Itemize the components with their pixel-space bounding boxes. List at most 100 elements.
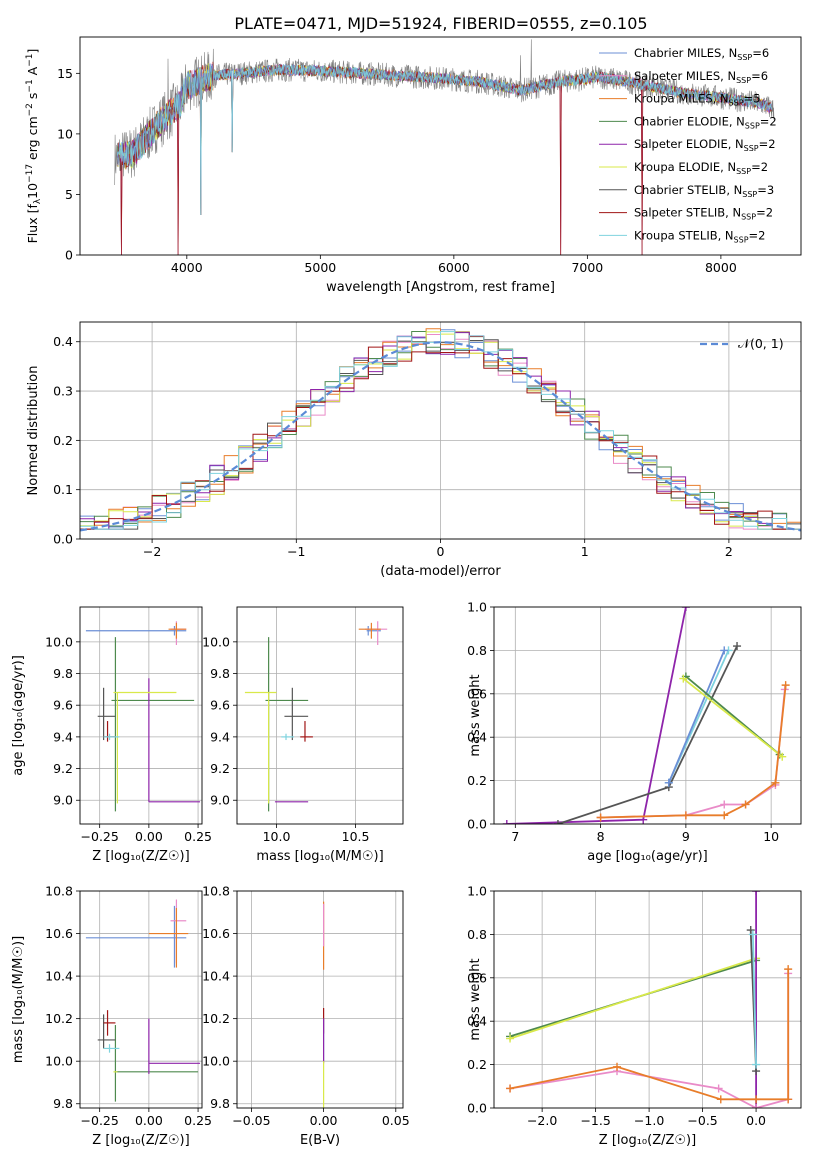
y-tick-label: 10.8	[45, 884, 73, 899]
figure-title: PLATE=0471, MJD=51924, FIBERID=0555, z=0…	[234, 14, 647, 33]
x-tick-label: 5000	[304, 260, 336, 275]
mass-vs-extinction-panel: −0.05 0.00 0.05 9.8 10.0 10.2 10.4 10.6 10.8 E(B-…	[202, 884, 410, 1149]
axes-frame	[236, 890, 404, 1109]
weight-marker	[506, 1084, 515, 1093]
legend-value: =6	[751, 69, 768, 83]
y-tick-label: 9.0	[210, 793, 230, 808]
y-tick-label: 10.6	[45, 926, 73, 941]
series-kroupa-elodie	[679, 674, 787, 761]
y-tick-label: 0.1	[53, 482, 73, 497]
legend-text: Salpeter STELIB, N	[634, 206, 741, 220]
legend-subscript: SSP	[741, 213, 756, 222]
y-tick-label: 15	[57, 66, 73, 81]
series-kroupa-miles	[596, 681, 790, 822]
x-tick-label: 4000	[171, 260, 203, 275]
y-tick-label: 0.6	[467, 686, 487, 701]
weight-marker	[553, 820, 562, 824]
legend-text: Kroupa MILES, N	[634, 92, 729, 106]
y-tick-label: 0.3	[53, 384, 73, 399]
point-chabrier-elodie	[114, 1025, 199, 1102]
histogram-kroupa-elodie	[80, 331, 801, 530]
legend-entry-kroupa-miles: Kroupa MILES, NSSP=5	[634, 92, 760, 108]
age-vs-mass-panel: 10.0 10.5 9.0 9.2 9.4 9.6 9.8 10.0 mass [log₁₀(M…	[202, 606, 404, 864]
legend-text: Kroupa ELODIE, N	[634, 160, 736, 174]
weight-marker	[506, 1034, 515, 1043]
spectrum-lines	[114, 39, 775, 255]
x-tick-label: −2.0	[527, 1113, 557, 1128]
x-axis-label: age [log₁₀(age/yr)]	[587, 849, 708, 864]
series-kroupa-stelib	[748, 930, 761, 1069]
x-tick-label: −1.0	[634, 1113, 664, 1128]
y-tick-label: 0.4	[53, 334, 73, 349]
y-tick-label: 0.6	[467, 970, 487, 985]
y-tick-label: 10.0	[202, 1054, 230, 1069]
histogram-kroupa-stelib	[80, 331, 801, 530]
y-tick-label: 10.4	[45, 969, 73, 984]
legend-text: Chabrier ELODIE, N	[634, 114, 745, 128]
legend-value: =2	[749, 228, 766, 242]
x-tick-label: −0.05	[232, 1113, 270, 1128]
weight-marker	[720, 646, 729, 655]
axes-frame	[493, 890, 802, 1109]
x-tick-label: 9	[682, 829, 690, 844]
grid	[237, 607, 403, 824]
y-tick-label: 9.2	[53, 761, 73, 776]
legend-entry-salpeter-stelib: Salpeter STELIB, NSSP=2	[634, 206, 773, 222]
x-tick-label: −1	[287, 544, 305, 559]
y-tick-label: 10.6	[202, 926, 230, 941]
legend-entry-kroupa-elodie: Kroupa ELODIE, NSSP=2	[634, 160, 768, 176]
legend-entry-chabrier-stelib: Chabrier STELIB, NSSP=3	[634, 183, 774, 199]
error-bars	[85, 621, 201, 812]
weight-marker	[681, 607, 690, 611]
y-tick-label: 10	[57, 126, 73, 141]
grid	[80, 607, 202, 824]
x-axis-label: Z [log₁₀(Z/Z☉)]	[92, 1133, 189, 1148]
y-tick-label: 1.0	[467, 884, 487, 899]
weight-line	[509, 957, 757, 1040]
legend-value: =3	[757, 183, 774, 197]
y-tick-label: 5	[65, 187, 73, 202]
y-axis-label: mass [log₁₀(M/M☉)]	[11, 936, 26, 1063]
y-tick-label: 0.0	[467, 1101, 487, 1116]
y-tick-label: 9.6	[53, 698, 73, 713]
legend-text: Salpeter ELODIE, N	[634, 137, 744, 151]
weight-marker	[781, 681, 790, 690]
weight-marker	[596, 813, 605, 822]
point-salpeter-miles	[170, 899, 187, 964]
legend-entry-normal: 𝒩(0, 1)	[738, 336, 784, 351]
weight-marker	[778, 752, 787, 761]
y-tick-label: 9.6	[210, 698, 230, 713]
legend-subscript: SSP	[736, 167, 751, 176]
weight-line	[667, 650, 726, 784]
ticks: −0.25 0.00 0.25 9.8 10.0 10.2 10.4 10.6 10.8	[45, 884, 212, 1129]
ticks: −2 −1 0 1 2 0.0 0.1 0.2 0.3 0.4	[53, 334, 733, 559]
axes-frame	[79, 606, 203, 825]
grid	[494, 606, 801, 825]
y-tick-label: 0	[65, 248, 73, 263]
legend-entry-salpeter-miles: Salpeter MILES, NSSP=6	[634, 69, 768, 85]
ticks: 10.0 10.5 9.0 9.2 9.4 9.6 9.8 10.0	[202, 634, 369, 844]
x-tick-label: 0.25	[184, 1113, 212, 1128]
y-axis-label: mass weight	[468, 674, 483, 756]
histograms	[80, 328, 801, 532]
weight-marker	[784, 1095, 793, 1104]
weight-marker	[752, 1060, 761, 1069]
x-tick-label: 10.0	[263, 829, 291, 844]
age-vs-metallicity-panel: −0.25 0.00 0.25 9.0 9.2 9.4 9.6 9.8 10.0 Z [log₁₀…	[11, 606, 212, 864]
weight-line	[509, 969, 790, 1101]
axes-frame	[493, 606, 802, 825]
y-tick-label: 9.8	[53, 1096, 73, 1111]
weight-vs-metallicity-panel: −2.0 −1.5 −1.0 −0.5 0.0 0.0 0.2 0.4 0.6 0.8 1.0 Z […	[467, 884, 802, 1148]
weight-marker	[714, 1084, 723, 1093]
weight-line	[506, 607, 687, 824]
x-tick-label: −0.25	[81, 829, 119, 844]
x-tick-label: 2	[725, 544, 733, 559]
legend-value: =6	[752, 46, 769, 60]
residuals-panel: −2 −1 0 1 2 0.0 0.1 0.2 0.3 0.4 (data-model)/error…	[26, 321, 802, 579]
weight-line	[600, 689, 786, 819]
x-tick-label: 6000	[438, 260, 470, 275]
point-kroupa-miles	[168, 622, 187, 639]
weight-marker	[741, 800, 750, 809]
y-tick-label: 0.0	[53, 532, 73, 547]
